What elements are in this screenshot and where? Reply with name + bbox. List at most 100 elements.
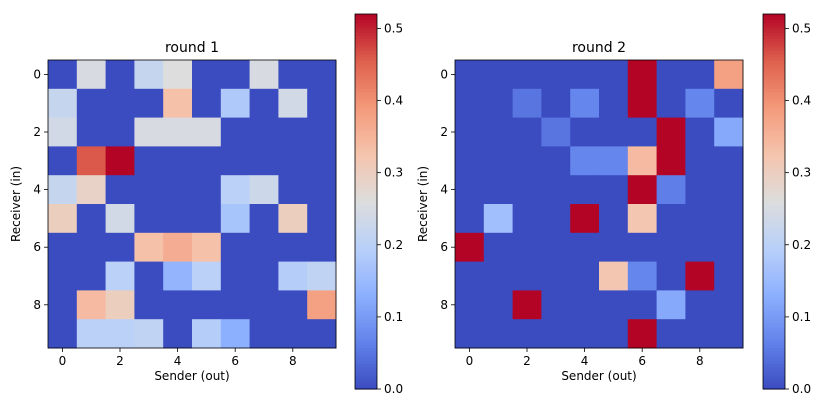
colorbar-segment (355, 367, 377, 371)
colorbar-segment (763, 254, 785, 259)
colorbar-segment (763, 204, 785, 209)
colorbar-segment (355, 176, 377, 181)
colorbar-segment (763, 29, 785, 34)
colorbar-segment (355, 342, 377, 346)
heatmap-cell (599, 261, 629, 291)
colorbar-segment (763, 57, 785, 62)
colorbar-segment (763, 348, 785, 353)
heatmap-cell (249, 60, 279, 90)
heatmap-cell (134, 117, 164, 147)
heatmap-cell (76, 146, 107, 176)
colorbar-segment (763, 295, 785, 299)
heatmap-cell (105, 232, 135, 263)
colorbar-segment (763, 267, 785, 271)
colorbar-segment (355, 60, 377, 65)
colorbar-segment (763, 185, 785, 190)
heatmap-cell (570, 290, 600, 320)
colorbar-segment (763, 301, 785, 306)
colorbar-segment (355, 89, 377, 93)
x-tick-label: 8 (289, 354, 297, 368)
colorbar-segment (355, 101, 377, 106)
heatmap-cell (163, 146, 193, 176)
heatmap-cell (163, 88, 193, 119)
heatmap-cell (220, 232, 251, 263)
colorbar-segment (355, 192, 377, 196)
heatmap-cell (714, 232, 744, 263)
y-tick-label: 2 (440, 125, 448, 139)
colorbar-segment (355, 51, 377, 56)
heatmap-cell (163, 232, 193, 263)
colorbar-segment (763, 251, 785, 256)
colorbar-segment (763, 345, 785, 349)
heatmap-cell (48, 261, 78, 291)
colorbar-segment (763, 257, 785, 262)
colorbar-segment (763, 245, 785, 249)
colorbar-segment (763, 214, 785, 218)
colorbar-tick-label: 0.3 (792, 166, 811, 180)
heatmap-cell (570, 175, 600, 205)
heatmap-cell (512, 232, 542, 263)
colorbar-segment (763, 110, 785, 115)
heatmap-cell (483, 232, 514, 263)
colorbar-segment (763, 104, 785, 109)
colorbar-segment (355, 148, 377, 153)
heatmap-cell (192, 232, 222, 263)
colorbar-segment (355, 23, 377, 28)
heatmap-cell (220, 290, 251, 320)
colorbar-segment (355, 332, 377, 337)
heatmap-cell (48, 146, 78, 176)
colorbar-segment (355, 276, 377, 281)
colorbar-segment (763, 273, 785, 278)
colorbar-tick-label: 0.4 (792, 94, 811, 108)
colorbar-segment (763, 201, 785, 206)
colorbar-segment (763, 364, 785, 368)
colorbar-segment (763, 307, 785, 312)
colorbar-segment (763, 32, 785, 37)
heatmap-cell (249, 232, 279, 263)
colorbar-segment (355, 348, 377, 353)
y-axis-label: Receiver (in) (9, 166, 23, 242)
heatmap-cell (192, 290, 222, 320)
heatmap-cell (685, 146, 715, 176)
heatmap-cell (685, 319, 715, 349)
colorbar-segment (763, 239, 785, 243)
chart-title: round 2 (572, 40, 626, 56)
colorbar-segment (355, 167, 377, 171)
colorbar-segment (763, 329, 785, 334)
colorbar-tick-label: 0.0 (792, 382, 811, 396)
heatmap-cell (192, 261, 222, 291)
colorbar-segment (763, 354, 785, 359)
heatmap-cell (76, 204, 107, 234)
colorbar-segment (763, 335, 785, 340)
heatmap-cell (105, 146, 135, 176)
colorbar-segment (763, 123, 785, 128)
colorbar-segment (763, 129, 785, 134)
heatmap-cell (48, 175, 78, 205)
colorbar-segment (763, 117, 785, 121)
colorbar-segment (355, 85, 377, 90)
colorbar-segment (355, 210, 377, 215)
colorbar-segment (763, 342, 785, 346)
colorbar-segment (355, 139, 377, 143)
colorbar-segment (763, 64, 785, 68)
heatmap-cell (48, 204, 78, 234)
colorbar-segment (355, 267, 377, 271)
heatmap-cell (599, 88, 629, 119)
y-tick-label: 2 (33, 125, 41, 139)
heatmap-cell (134, 175, 164, 205)
colorbar-segment (355, 292, 377, 296)
colorbar-segment (355, 214, 377, 218)
colorbar-segment (355, 307, 377, 312)
colorbar-segment (763, 126, 785, 131)
colorbar-segment (355, 42, 377, 46)
heatmap-cell (599, 146, 629, 176)
heatmap-cell (685, 60, 715, 90)
heatmap-cell (570, 146, 600, 176)
heatmap-cell (714, 204, 744, 234)
heatmap-cell (192, 319, 222, 349)
heatmap-cell (483, 60, 514, 90)
heatmap-cell (541, 290, 571, 320)
colorbar-segment (763, 304, 785, 309)
heatmap-cell (627, 146, 658, 176)
colorbar-segment (355, 354, 377, 359)
